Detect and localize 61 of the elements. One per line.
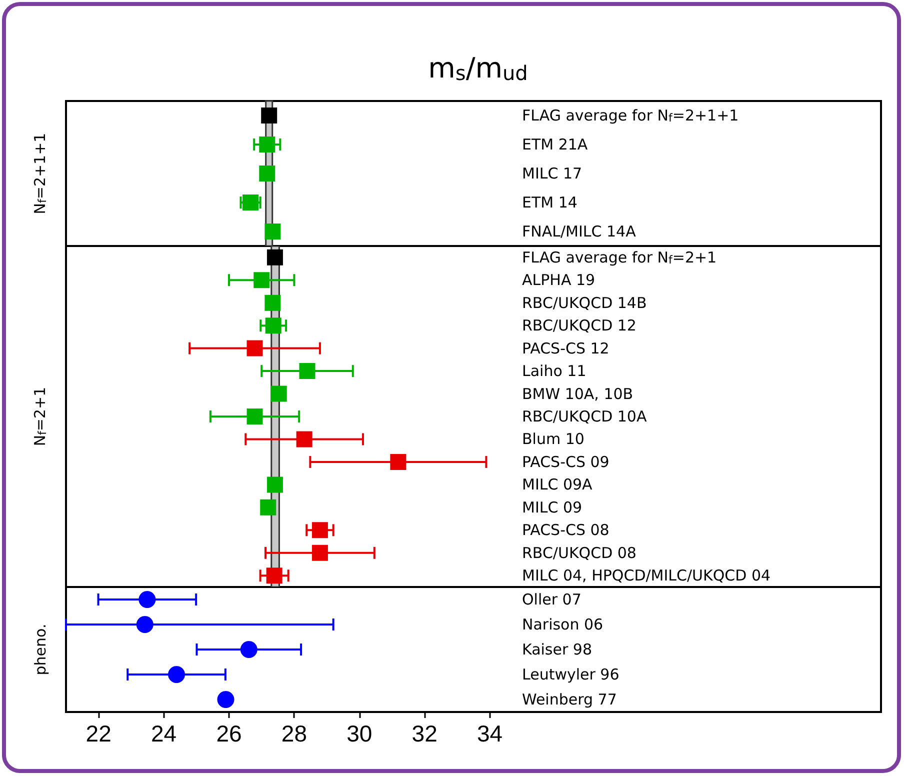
point bbox=[264, 294, 281, 311]
point bbox=[246, 408, 263, 424]
y-tick-label: FNAL/MILC 14A bbox=[522, 222, 637, 240]
point bbox=[217, 691, 234, 708]
point bbox=[138, 591, 156, 608]
y-axis-title: Nf=2+1+1 bbox=[31, 132, 49, 214]
y-tick-label: Laiho 11 bbox=[522, 362, 586, 380]
y-tick-label: RBC/UKQCD 12 bbox=[522, 316, 636, 335]
chart-title: ms/mud bbox=[428, 52, 528, 85]
y-tick-label: FLAG average for Nf=2+1+1 bbox=[522, 106, 739, 124]
y-tick-label: RBC/UKQCD 10A bbox=[522, 408, 648, 426]
point bbox=[312, 544, 328, 561]
x-tick-label: 28 bbox=[281, 720, 307, 746]
point bbox=[240, 641, 258, 658]
point bbox=[246, 340, 263, 356]
y-tick-label: ALPHA 19 bbox=[522, 271, 596, 290]
y-tick-label: FLAG average for Nf=2+1 bbox=[522, 248, 717, 266]
y-tick-label: ETM 14 bbox=[522, 194, 578, 212]
y-axis-title: Nf=2+1 bbox=[31, 386, 49, 446]
y-tick-label: ETM 21A bbox=[522, 136, 588, 154]
y-tick-label: Leutwyler 96 bbox=[522, 666, 620, 684]
point bbox=[296, 431, 312, 448]
y-tick-label: MILC 09A bbox=[522, 476, 594, 494]
point bbox=[254, 272, 270, 288]
point bbox=[260, 499, 276, 516]
point bbox=[259, 166, 276, 182]
point bbox=[299, 363, 316, 380]
x-tick-label: 26 bbox=[216, 720, 242, 746]
y-tick-label: Blum 10 bbox=[522, 430, 584, 448]
x-tick-label: 34 bbox=[477, 720, 503, 746]
y-tick-label: Oller 07 bbox=[522, 590, 582, 608]
y-tick-label: RBC/UKQCD 14B bbox=[522, 294, 647, 312]
y-tick-label: Narison 06 bbox=[522, 616, 604, 634]
point bbox=[266, 476, 283, 493]
y-tick-label: BMW 10A, 10B bbox=[522, 384, 634, 403]
y-tick-label: RBC/UKQCD 08 bbox=[522, 544, 636, 562]
y-tick-label: PACS-CS 08 bbox=[522, 521, 610, 540]
point bbox=[266, 249, 283, 266]
point bbox=[312, 522, 328, 538]
point bbox=[390, 454, 406, 470]
y-tick-label: MILC 04, HPQCD/MILC/UKQCD 04 bbox=[522, 566, 771, 585]
point bbox=[168, 666, 186, 683]
y-tick-label: PACS-CS 12 bbox=[522, 339, 610, 358]
point bbox=[136, 616, 154, 633]
x-tick-label: 32 bbox=[412, 720, 438, 746]
x-tick-label: 30 bbox=[346, 720, 372, 746]
y-tick-label: MILC 09 bbox=[522, 498, 582, 516]
y-tick-label: Kaiser 98 bbox=[522, 640, 592, 658]
y-tick-label: MILC 17 bbox=[522, 164, 582, 182]
x-tick-label: 22 bbox=[86, 720, 112, 746]
point bbox=[266, 568, 282, 584]
x-tick-label: 24 bbox=[151, 720, 177, 746]
y-tick-label: Weinberg 77 bbox=[522, 690, 617, 708]
point bbox=[261, 108, 278, 124]
point bbox=[242, 194, 259, 210]
point bbox=[264, 224, 281, 240]
point bbox=[259, 136, 276, 152]
point bbox=[265, 318, 282, 334]
y-tick-label: PACS-CS 09 bbox=[522, 452, 610, 471]
y-axis-title: pheno. bbox=[32, 624, 50, 676]
point bbox=[270, 386, 287, 402]
